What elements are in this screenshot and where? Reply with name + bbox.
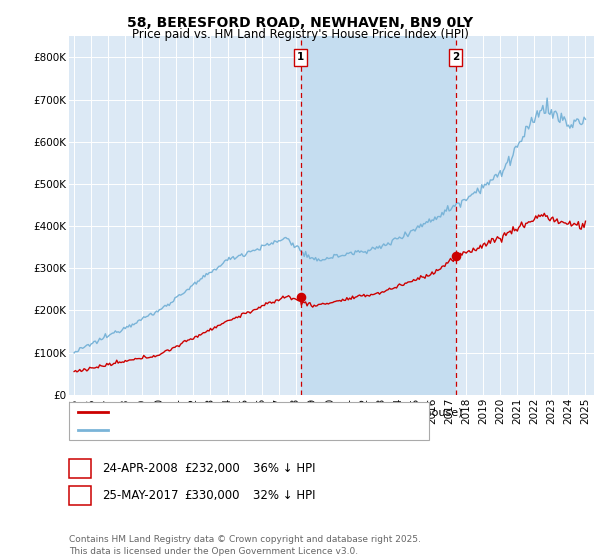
- Text: 58, BERESFORD ROAD, NEWHAVEN, BN9 0LY: 58, BERESFORD ROAD, NEWHAVEN, BN9 0LY: [127, 16, 473, 30]
- Text: 58, BERESFORD ROAD, NEWHAVEN, BN9 0LY (detached house): 58, BERESFORD ROAD, NEWHAVEN, BN9 0LY (d…: [112, 407, 463, 417]
- Text: 2: 2: [76, 489, 84, 502]
- Text: 1: 1: [76, 462, 84, 475]
- Text: 1: 1: [297, 53, 304, 62]
- Text: 2: 2: [452, 53, 459, 62]
- Point: [296, 292, 305, 301]
- Text: 32% ↓ HPI: 32% ↓ HPI: [253, 489, 316, 502]
- Text: £330,000: £330,000: [184, 489, 240, 502]
- Bar: [301, 36, 455, 395]
- Text: Contains HM Land Registry data © Crown copyright and database right 2025.
This d: Contains HM Land Registry data © Crown c…: [69, 535, 421, 556]
- Text: 24-APR-2008: 24-APR-2008: [102, 462, 178, 475]
- Text: 25-MAY-2017: 25-MAY-2017: [102, 489, 179, 502]
- Text: 36% ↓ HPI: 36% ↓ HPI: [253, 462, 316, 475]
- Text: Price paid vs. HM Land Registry's House Price Index (HPI): Price paid vs. HM Land Registry's House …: [131, 28, 469, 41]
- Point: [451, 251, 460, 260]
- Text: HPI: Average price, detached house, Lewes: HPI: Average price, detached house, Lewe…: [112, 425, 353, 435]
- Text: £232,000: £232,000: [184, 462, 240, 475]
